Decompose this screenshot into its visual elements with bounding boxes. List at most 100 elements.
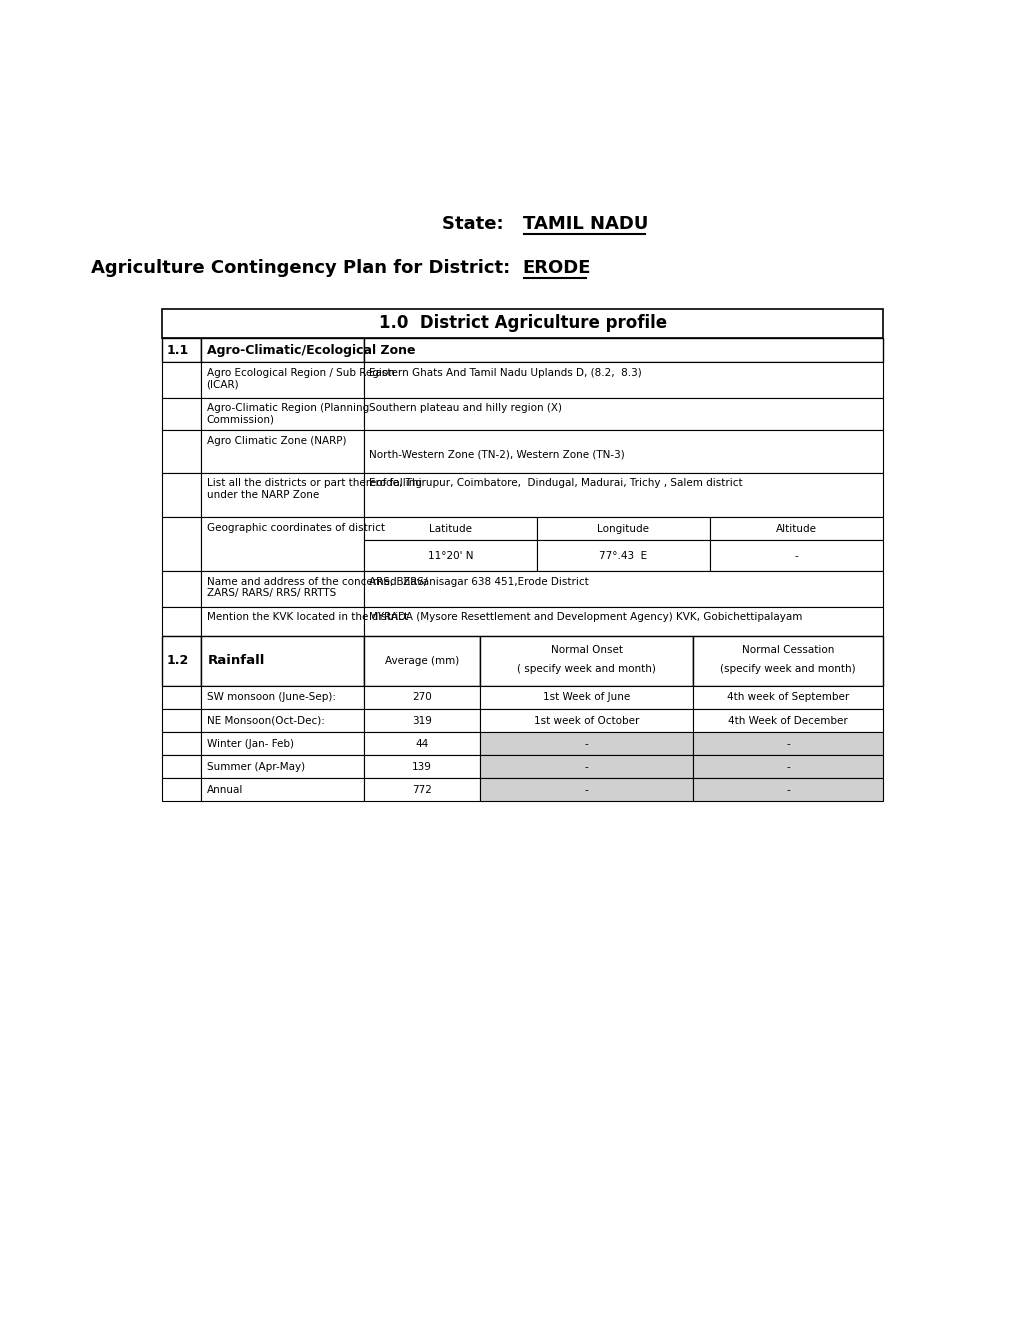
Bar [162,430,201,473]
Bar [162,338,201,363]
Bar [162,397,201,430]
Text: Agriculture Contingency Plan for District:: Agriculture Contingency Plan for Distric… [91,259,523,277]
Bar [480,755,693,779]
Bar [480,709,693,733]
Bar [201,755,364,779]
Bar [162,733,201,755]
Text: MYRADA (Mysore Resettlement and Development Agency) KVK, Gobichettipalayam: MYRADA (Mysore Resettlement and Developm… [369,612,802,622]
Bar [162,309,882,338]
Text: (specify week and month): (specify week and month) [719,664,855,673]
Bar [162,607,201,636]
Text: ERODE: ERODE [523,259,591,277]
Bar [480,733,693,755]
Bar [162,636,201,686]
Bar [162,363,201,397]
Bar [201,607,364,636]
Text: Average (mm): Average (mm) [384,656,459,665]
Bar [364,363,882,397]
Text: Longitude: Longitude [597,524,649,533]
Bar [480,779,693,801]
Bar [693,709,882,733]
Text: Name and address of the concerned  ZRS/
ZARS/ RARS/ RRS/ RRTTS: Name and address of the concerned ZRS/ Z… [206,577,427,598]
Text: 4th Week of December: 4th Week of December [728,715,847,726]
Bar [364,636,480,686]
Text: 1st week of October: 1st week of October [534,715,639,726]
Bar [162,517,201,572]
Text: 1.1: 1.1 [167,343,190,356]
Bar [364,686,480,709]
Bar [709,517,882,540]
Text: Agro Climatic Zone (NARP): Agro Climatic Zone (NARP) [206,436,345,446]
Bar [364,430,882,473]
Bar [364,779,480,801]
Bar [364,607,882,636]
Bar [201,473,364,517]
Bar [364,709,480,733]
Text: 4th week of September: 4th week of September [727,693,849,702]
Bar [201,397,364,430]
Text: Winter (Jan- Feb): Winter (Jan- Feb) [206,739,293,748]
Text: -: - [584,785,588,795]
Bar [201,779,364,801]
Text: 1.0  District Agriculture profile: 1.0 District Agriculture profile [378,314,666,333]
Text: -: - [584,762,588,772]
Bar [693,636,882,686]
Text: Eastern Ghats And Tamil Nadu Uplands D, (8.2,  8.3): Eastern Ghats And Tamil Nadu Uplands D, … [369,368,641,378]
Text: SW monsoon (June-Sep):: SW monsoon (June-Sep): [206,693,335,702]
Text: -: - [584,739,588,748]
Text: 1.2: 1.2 [167,655,190,668]
Bar [201,338,364,363]
Bar [162,755,201,779]
Bar [162,473,201,517]
Text: 44: 44 [415,739,428,748]
Bar [364,755,480,779]
Text: List all the districts or part thereof falling
under the NARP Zone: List all the districts or part thereof f… [206,478,421,499]
Bar [480,686,693,709]
Text: North-Western Zone (TN-2), Western Zone (TN-3): North-Western Zone (TN-2), Western Zone … [369,449,625,459]
Bar [201,733,364,755]
Bar [536,540,709,572]
Bar [536,517,709,540]
Text: Southern plateau and hilly region (X): Southern plateau and hilly region (X) [369,404,561,413]
Bar [201,572,364,607]
Text: -: - [786,762,790,772]
Text: 11°20' N: 11°20' N [427,550,473,561]
Text: 139: 139 [412,762,431,772]
Text: Summer (Apr-May): Summer (Apr-May) [206,762,305,772]
Bar [364,338,882,363]
Text: 270: 270 [412,693,431,702]
Text: Latitude: Latitude [429,524,472,533]
Bar [162,572,201,607]
Text: Annual: Annual [206,785,243,795]
Text: NE Monsoon(Oct-Dec):: NE Monsoon(Oct-Dec): [206,715,324,726]
Bar [162,779,201,801]
Text: -: - [786,739,790,748]
Bar [201,430,364,473]
Bar [201,636,364,686]
Bar [693,733,882,755]
Text: 772: 772 [412,785,431,795]
Text: ARS, Bhavanisagar 638 451,Erode District: ARS, Bhavanisagar 638 451,Erode District [369,577,589,586]
Text: Geographic coordinates of district: Geographic coordinates of district [206,523,384,532]
Bar [709,540,882,572]
Text: Normal Onset: Normal Onset [550,645,622,655]
Text: Erode, Thirupur, Coimbatore,  Dindugal, Madurai, Trichy , Salem district: Erode, Thirupur, Coimbatore, Dindugal, M… [369,478,742,488]
Bar [693,779,882,801]
Text: TAMIL NADU: TAMIL NADU [523,215,647,232]
Bar [364,473,882,517]
Text: ( specify week and month): ( specify week and month) [517,664,655,673]
Bar [201,517,364,572]
Bar [162,686,201,709]
Text: State:: State: [442,215,523,232]
Text: Agro Ecological Region / Sub Region
(ICAR): Agro Ecological Region / Sub Region (ICA… [206,368,394,389]
Bar [364,572,882,607]
Text: 1st Week of June: 1st Week of June [542,693,630,702]
Bar [693,755,882,779]
Text: Agro-Climatic Region (Planning
Commission): Agro-Climatic Region (Planning Commissio… [206,404,369,425]
Text: 319: 319 [412,715,431,726]
Bar [693,686,882,709]
Text: -: - [786,785,790,795]
Text: Mention the KVK located in the district: Mention the KVK located in the district [206,612,408,622]
Bar [201,363,364,397]
Bar [201,709,364,733]
